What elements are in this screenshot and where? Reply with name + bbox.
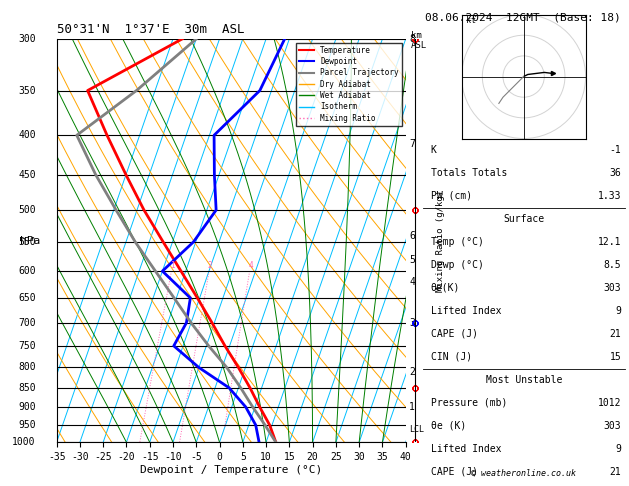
Text: Mixing Ratio (g/kg): Mixing Ratio (g/kg) <box>436 190 445 292</box>
Text: 6: 6 <box>409 231 415 241</box>
Text: 500: 500 <box>18 205 36 215</box>
Text: 4: 4 <box>248 261 253 270</box>
Text: 1: 1 <box>170 261 175 270</box>
Text: PW (cm): PW (cm) <box>431 191 472 201</box>
Text: θe(K): θe(K) <box>431 283 460 293</box>
Text: Temp (°C): Temp (°C) <box>431 237 484 247</box>
Text: 350: 350 <box>18 86 36 96</box>
X-axis label: Dewpoint / Temperature (°C): Dewpoint / Temperature (°C) <box>140 465 322 475</box>
Text: LCL: LCL <box>409 425 424 434</box>
Text: CIN (J): CIN (J) <box>431 352 472 362</box>
Text: 300: 300 <box>18 34 36 44</box>
Text: 850: 850 <box>18 383 36 393</box>
Text: 1.33: 1.33 <box>598 191 621 201</box>
Text: 700: 700 <box>18 318 36 328</box>
Text: 5: 5 <box>409 255 415 265</box>
Text: 8.5: 8.5 <box>604 260 621 270</box>
Text: Dewp (°C): Dewp (°C) <box>431 260 484 270</box>
Text: 08.06.2024  12GMT  (Base: 18): 08.06.2024 12GMT (Base: 18) <box>425 12 620 22</box>
Text: 1012: 1012 <box>598 398 621 408</box>
Text: 800: 800 <box>18 363 36 372</box>
Legend: Temperature, Dewpoint, Parcel Trajectory, Dry Adiabat, Wet Adiabat, Isotherm, Mi: Temperature, Dewpoint, Parcel Trajectory… <box>296 43 402 125</box>
Text: kt: kt <box>466 16 476 25</box>
Text: 50°31'N  1°37'E  30m  ASL: 50°31'N 1°37'E 30m ASL <box>57 23 244 36</box>
Text: CAPE (J): CAPE (J) <box>431 467 478 477</box>
Text: CAPE (J): CAPE (J) <box>431 329 478 339</box>
Text: 1000: 1000 <box>12 437 36 447</box>
Text: 21: 21 <box>610 467 621 477</box>
Text: 12.1: 12.1 <box>598 237 621 247</box>
Text: 303: 303 <box>604 421 621 431</box>
Text: 1: 1 <box>409 402 415 412</box>
Text: 400: 400 <box>18 130 36 140</box>
Text: 7: 7 <box>409 139 415 149</box>
Text: 36: 36 <box>610 168 621 178</box>
Text: 9: 9 <box>615 306 621 316</box>
Text: 450: 450 <box>18 170 36 180</box>
Text: Totals Totals: Totals Totals <box>431 168 507 178</box>
Text: 650: 650 <box>18 293 36 303</box>
Text: 550: 550 <box>18 237 36 247</box>
Text: 950: 950 <box>18 420 36 430</box>
Text: 15: 15 <box>610 352 621 362</box>
Text: θe (K): θe (K) <box>431 421 466 431</box>
Text: hPa: hPa <box>20 236 40 245</box>
Text: Surface: Surface <box>503 214 545 224</box>
Text: 2: 2 <box>208 261 213 270</box>
Text: 2: 2 <box>409 366 415 377</box>
Text: Pressure (mb): Pressure (mb) <box>431 398 507 408</box>
Text: © weatheronline.co.uk: © weatheronline.co.uk <box>472 469 576 478</box>
Text: km
ASL: km ASL <box>411 31 427 50</box>
Text: 3: 3 <box>409 318 415 328</box>
Text: 303: 303 <box>604 283 621 293</box>
Text: Lifted Index: Lifted Index <box>431 306 501 316</box>
Text: K: K <box>431 145 437 155</box>
Text: -1: -1 <box>610 145 621 155</box>
Text: 9: 9 <box>615 444 621 453</box>
Text: 750: 750 <box>18 341 36 351</box>
Text: Most Unstable: Most Unstable <box>486 375 562 385</box>
Text: 900: 900 <box>18 402 36 412</box>
Text: 8: 8 <box>409 34 415 44</box>
Text: 4: 4 <box>409 277 415 287</box>
Text: 21: 21 <box>610 329 621 339</box>
Text: Lifted Index: Lifted Index <box>431 444 501 453</box>
Text: 600: 600 <box>18 266 36 276</box>
